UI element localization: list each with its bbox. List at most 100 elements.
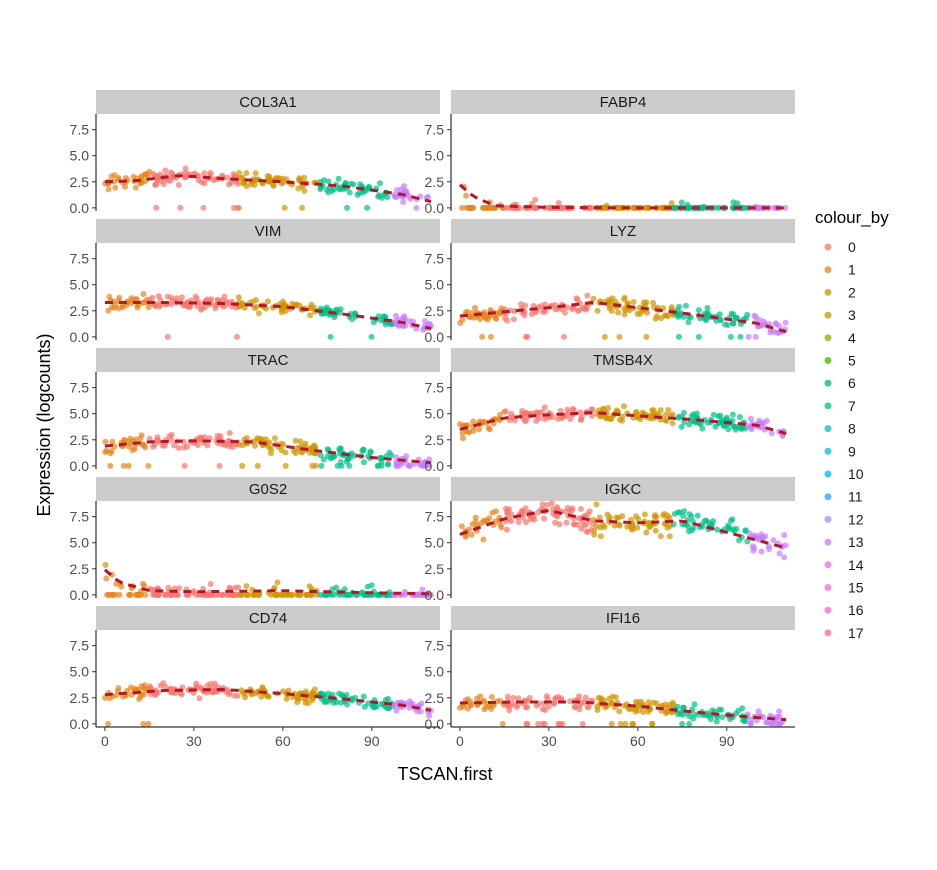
data-point [576, 706, 583, 713]
data-point [327, 333, 334, 340]
data-point [564, 406, 571, 413]
data-point [108, 304, 115, 311]
facet-panel-col3a1: COL3A1 [96, 90, 440, 211]
data-point [361, 459, 367, 466]
data-point [574, 296, 581, 303]
data-point [154, 436, 161, 443]
data-point [102, 449, 109, 456]
data-point [226, 430, 233, 436]
data-point [112, 184, 119, 191]
data-point [368, 582, 375, 589]
trend-line [459, 700, 787, 722]
data-point [209, 689, 216, 696]
data-point [612, 298, 619, 305]
data-point [704, 419, 711, 426]
data-point [307, 304, 314, 311]
data-point [686, 528, 692, 535]
data-point [115, 685, 122, 692]
data-point [243, 583, 250, 590]
data-point [521, 312, 528, 319]
data-point [713, 718, 720, 725]
y-tick-label: 2.5 [425, 561, 445, 577]
data-point [523, 519, 529, 526]
data-point [688, 513, 695, 520]
data-point [163, 591, 170, 598]
data-point [597, 533, 604, 540]
data-point [413, 204, 420, 211]
facet-strip-label: TMSB4X [593, 352, 653, 369]
data-point [624, 523, 631, 530]
data-point [102, 438, 109, 445]
data-point [391, 703, 397, 710]
data-point [196, 591, 203, 598]
facet-strip-label: G0S2 [249, 481, 287, 498]
data-point [296, 695, 303, 702]
legend-key [824, 629, 832, 637]
data-point [735, 707, 742, 714]
data-point [111, 443, 118, 450]
data-point [691, 701, 698, 708]
legend-label: 13 [848, 534, 864, 550]
trend-line [103, 568, 432, 596]
data-point [535, 509, 542, 516]
data-point [508, 518, 515, 525]
data-point [147, 685, 154, 692]
data-point [167, 177, 174, 184]
data-point [548, 500, 555, 507]
data-point [503, 505, 509, 512]
data-point [192, 293, 199, 300]
facet-strip-label: IGKC [605, 481, 642, 498]
data-point [392, 193, 399, 200]
data-point [426, 456, 433, 463]
data-point [336, 185, 343, 192]
data-point [712, 204, 719, 211]
y-tick-label: 5.0 [425, 148, 445, 164]
data-point [694, 512, 701, 519]
data-point [393, 454, 399, 461]
data-point [184, 443, 191, 450]
data-point [107, 450, 114, 457]
data-point [576, 693, 582, 700]
trend-line [104, 687, 432, 712]
data-point [160, 680, 167, 687]
data-point [468, 531, 475, 538]
data-point [621, 296, 628, 303]
y-tick-label: 7.5 [425, 509, 445, 525]
data-point [766, 546, 773, 553]
x-tick-label: 60 [630, 733, 646, 749]
data-point [252, 297, 259, 304]
data-point [540, 309, 547, 315]
data-point [609, 693, 616, 700]
data-point [401, 313, 408, 320]
facet-strip-label: TRAC [248, 352, 289, 369]
data-point [751, 312, 758, 319]
y-tick-label: 7.5 [425, 122, 445, 138]
data-point [608, 720, 615, 727]
data-point [112, 591, 119, 598]
data-point [742, 527, 749, 534]
data-point [560, 333, 567, 340]
data-point [736, 537, 743, 544]
data-point [633, 409, 640, 415]
y-tick-label: 5.0 [70, 148, 90, 164]
data-point [235, 584, 242, 591]
data-point [248, 181, 255, 188]
data-point [140, 580, 147, 587]
data-point [611, 522, 618, 529]
data-point [472, 304, 478, 311]
data-point [196, 695, 203, 702]
data-point [156, 303, 163, 310]
data-point [736, 414, 743, 420]
data-point [262, 436, 269, 443]
data-point [758, 548, 765, 555]
data-point [589, 412, 596, 419]
data-point [226, 443, 233, 450]
data-point [571, 704, 578, 711]
data-point [160, 181, 167, 188]
y-tick-label: 7.5 [70, 509, 90, 525]
data-point [183, 173, 190, 180]
data-point [403, 188, 410, 195]
data-point [195, 172, 202, 179]
y-tick-label: 5.0 [70, 664, 90, 680]
data-point [162, 167, 169, 174]
